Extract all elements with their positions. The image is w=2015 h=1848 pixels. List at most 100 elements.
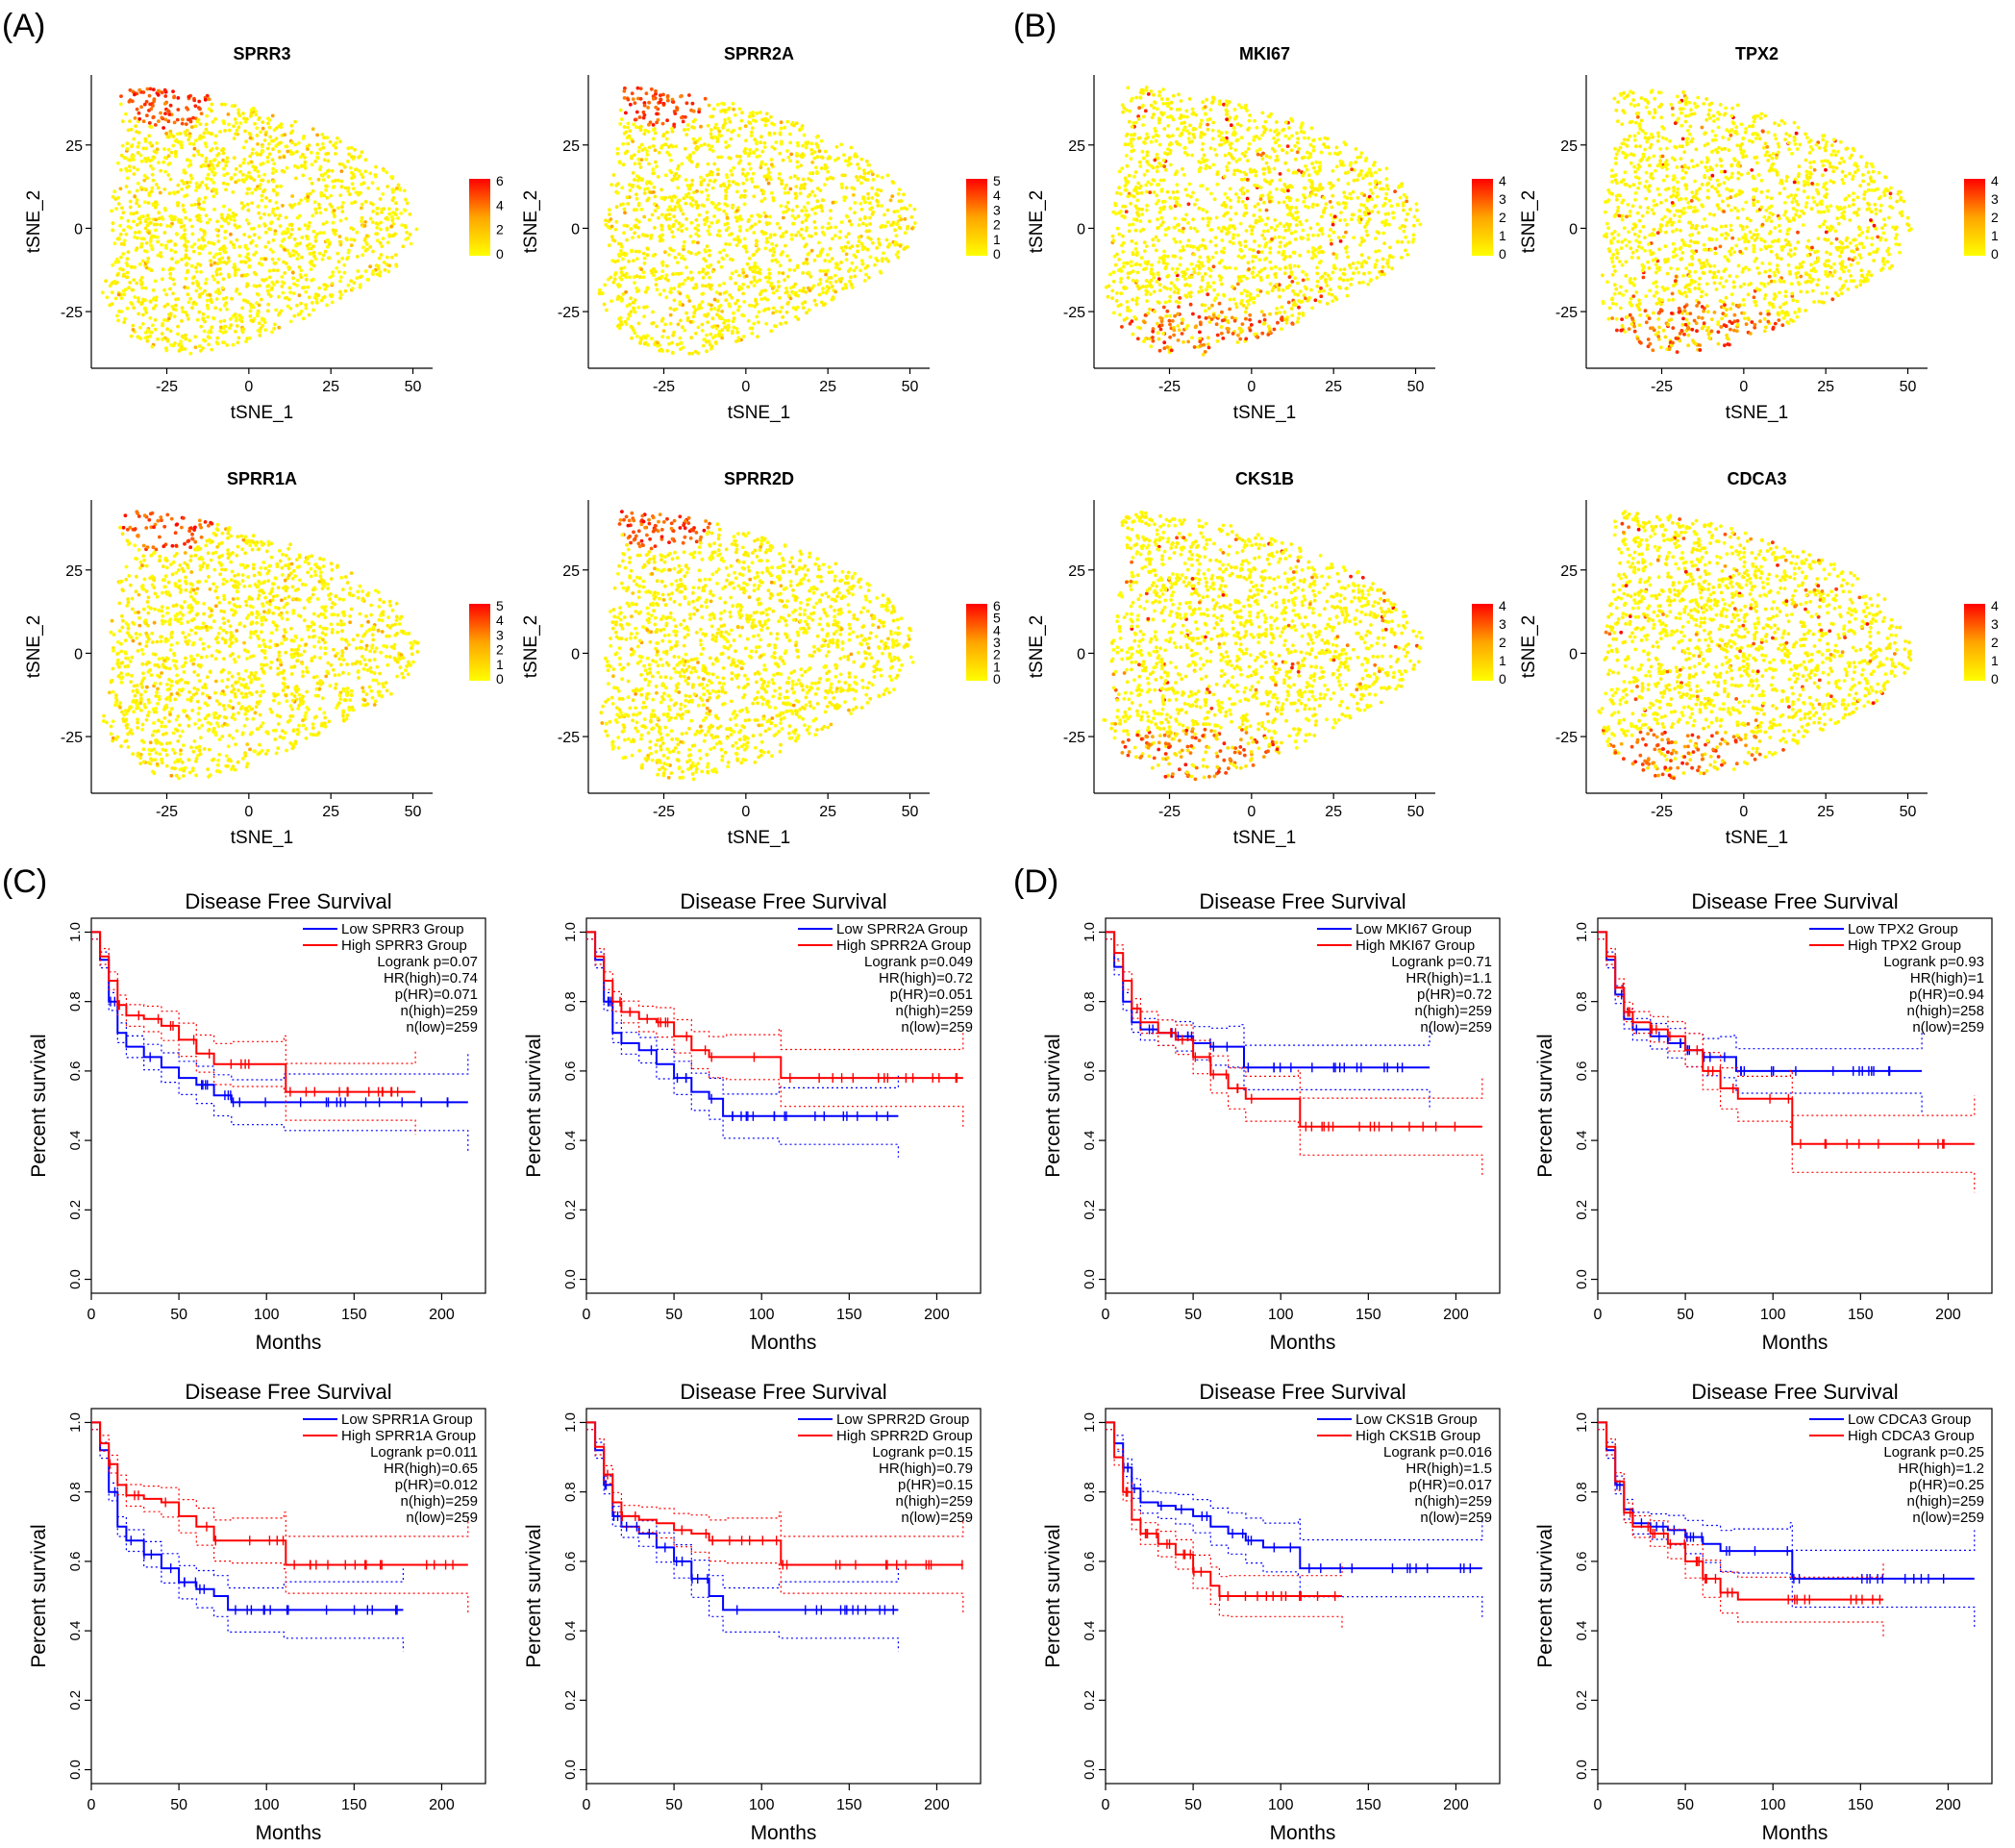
tsne-point: [1215, 339, 1220, 343]
tsne-point: [176, 183, 181, 187]
tsne-point: [801, 177, 806, 182]
tsne-point: [671, 100, 676, 104]
tsne-point: [679, 271, 684, 276]
tsne-point: [288, 203, 292, 208]
tsne-point: [1290, 280, 1295, 284]
tsne-point: [1385, 187, 1390, 191]
tsne-point: [1329, 238, 1333, 242]
tsne-point: [344, 216, 348, 221]
tsne-point: [223, 230, 228, 234]
tsne-point: [1393, 189, 1397, 194]
tsne-point: [684, 178, 688, 182]
tsne-point: [673, 112, 678, 115]
tsne-point: [771, 306, 776, 311]
tsne-point: [324, 220, 329, 225]
tsne-point: [1157, 162, 1161, 165]
tsne-point: [723, 117, 727, 122]
tsne-point: [1209, 191, 1213, 196]
tsne-point: [737, 225, 742, 229]
tsne-point: [276, 216, 281, 221]
tsne-point: [1350, 217, 1354, 222]
tsne-point: [1148, 190, 1153, 195]
tsne-point: [1315, 203, 1320, 208]
tsne-point: [656, 175, 660, 179]
tsne-point: [626, 141, 631, 146]
tsne-point: [778, 263, 783, 268]
tsne-point: [204, 281, 208, 286]
tsne-point: [759, 165, 763, 170]
tsne-point: [334, 152, 337, 156]
tsne-point: [402, 188, 407, 193]
tsne-point: [795, 165, 800, 169]
tsne-point: [368, 245, 373, 249]
tsne-point: [761, 309, 766, 312]
tsne-point: [1296, 137, 1301, 141]
tsne-point: [192, 98, 197, 103]
tsne-point: [866, 196, 871, 201]
tsne-point: [116, 161, 120, 165]
tsne-point: [232, 124, 236, 129]
tsne-point: [135, 211, 139, 215]
tsne-point: [683, 328, 686, 333]
tsne-point: [151, 115, 156, 120]
tsne-point: [204, 127, 209, 132]
tsne-point: [850, 244, 855, 249]
tsne-point: [656, 340, 659, 345]
tsne-point: [1374, 170, 1378, 175]
tsne-point: [790, 209, 795, 212]
tsne-point: [1190, 336, 1194, 339]
tsne-point: [868, 255, 873, 260]
tsne-point: [1258, 197, 1263, 202]
tsne-point: [155, 203, 160, 207]
tsne-point: [788, 159, 792, 163]
tsne-point: [1145, 262, 1150, 266]
tsne-point: [137, 312, 141, 316]
tsne-point: [744, 274, 749, 278]
tsne-point: [377, 256, 382, 261]
tsne-point: [1194, 263, 1199, 268]
tsne-point: [191, 249, 196, 254]
tsne-point: [730, 172, 734, 177]
tsne-point: [908, 203, 912, 208]
tsne-point: [1131, 252, 1135, 257]
tsne-point: [1134, 95, 1138, 100]
tsne-point: [773, 233, 777, 237]
tsne-point: [149, 189, 154, 194]
tsne-point: [1118, 312, 1122, 317]
tsne-point: [681, 254, 684, 259]
tsne-point: [694, 218, 699, 222]
tsne-point: [741, 270, 746, 275]
tsne-point: [217, 251, 222, 256]
tsne-point: [807, 270, 811, 275]
tsne-point: [1144, 183, 1149, 187]
tsne-point: [1159, 207, 1164, 212]
tsne-point: [752, 284, 757, 287]
tsne-point: [154, 228, 158, 233]
tsne-point: [1204, 309, 1207, 313]
tsne-point: [651, 321, 656, 325]
tsne-point: [391, 222, 396, 226]
tsne-point: [687, 156, 691, 161]
tsne-point: [188, 119, 193, 124]
tsne-point: [1212, 298, 1217, 303]
tsne-point: [716, 172, 720, 177]
tsne-point: [826, 253, 830, 257]
tsne-point: [1130, 124, 1134, 129]
tsne-point: [663, 195, 667, 200]
tsne-point: [905, 207, 909, 212]
tsne-point: [1194, 324, 1198, 329]
tsne-point: [1306, 233, 1310, 237]
tsne-point: [1313, 192, 1318, 197]
tsne-point: [104, 279, 108, 284]
tsne-point: [1165, 274, 1170, 279]
tsne-point: [1275, 128, 1279, 133]
tsne-point: [1235, 122, 1240, 127]
tsne-point: [1325, 301, 1330, 306]
tsne-point: [1180, 321, 1184, 325]
tsne-point: [1257, 147, 1262, 152]
tsne-point: [168, 224, 173, 229]
tsne-point: [128, 281, 133, 285]
tsne-point: [1207, 306, 1211, 311]
tsne-point: [684, 114, 687, 119]
tsne-point: [118, 102, 123, 107]
